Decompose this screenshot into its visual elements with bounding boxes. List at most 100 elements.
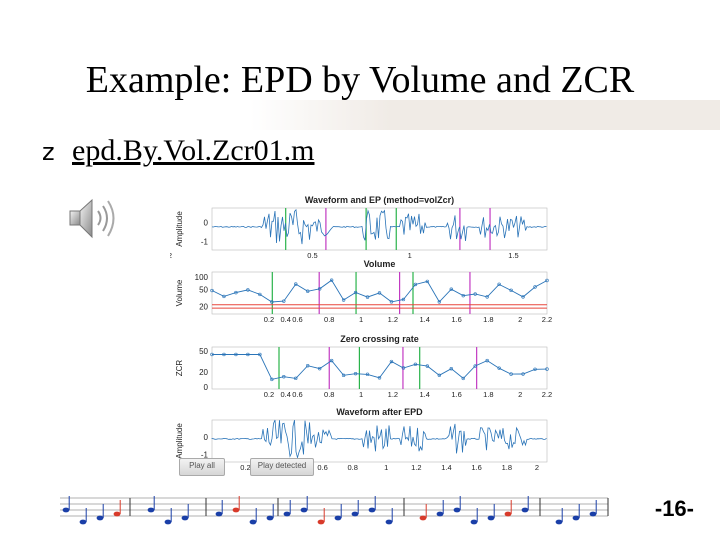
data-point-2-20	[449, 366, 453, 371]
ytick-3-1: -1	[201, 450, 209, 459]
ytick-0-1: -1	[201, 238, 209, 247]
bullet-glyph: z	[42, 138, 55, 166]
xtick-0-2: 1.5	[508, 251, 518, 260]
panel-ylabel-3: Amplitude	[175, 423, 184, 459]
xtick-1-8: 1.8	[483, 315, 493, 324]
xtick-1-9: 2	[518, 315, 522, 324]
note-head-22	[487, 515, 495, 521]
data-point-1-12	[353, 290, 358, 295]
note-head-1	[79, 519, 87, 525]
panel-box-2	[211, 346, 548, 390]
slide-title: Example: EPD by Volume and ZCR	[85, 59, 635, 101]
note-head-19	[436, 511, 444, 517]
matlab-figure: Waveform and EP (method=volZcr) Amplitude…	[168, 175, 555, 475]
panel-ylabel-2: ZCR	[175, 360, 184, 377]
data-point-2-23	[485, 358, 489, 363]
note-head-10	[266, 515, 274, 521]
xtick-1-3: 0.8	[324, 315, 334, 324]
data-point-1-0	[210, 288, 214, 293]
data-point-2-24	[497, 366, 501, 370]
series-line-1	[211, 279, 548, 303]
ytick-1-2: 20	[199, 302, 208, 311]
note-head-25	[555, 519, 563, 525]
note-head-4	[147, 507, 155, 513]
figure-canvas: Waveform and EP (method=volZcr) Amplitude…	[168, 195, 552, 472]
xtick-1-0: 0.2	[264, 315, 274, 324]
xtick-1-7: 1.6	[451, 315, 461, 324]
panel-title-2: Zero crossing rate	[340, 334, 419, 344]
title-decoration	[250, 100, 720, 130]
xtick-2-8: 1.8	[483, 390, 493, 399]
data-point-1-27	[533, 285, 537, 289]
note-head-24	[521, 507, 529, 513]
ytick-2-0: 50	[199, 347, 208, 356]
panel-box-3	[211, 419, 548, 463]
xtick-3-5: 1.2	[411, 463, 421, 472]
note-head-11	[283, 511, 291, 517]
xtick-1-5: 1.2	[388, 315, 398, 324]
note-head-6	[181, 515, 189, 521]
panel-title-0: Waveform and EP (method=volZcr)	[305, 195, 454, 205]
note-head-23	[504, 511, 512, 517]
xtick-2-9: 2	[518, 390, 522, 399]
xtick-0-3: 2	[170, 251, 172, 260]
data-point-1-19	[437, 300, 442, 304]
data-point-1-7	[294, 282, 298, 286]
xtick-1-4: 1	[359, 315, 363, 324]
note-head-8	[232, 507, 240, 513]
xtick-2-1: 0.4	[280, 390, 290, 399]
data-point-2-10	[329, 358, 334, 363]
data-point-1-24	[497, 282, 501, 287]
xtick-1-6: 1.4	[420, 315, 430, 324]
ytick-2-1: 20	[199, 368, 208, 377]
note-head-2	[96, 515, 104, 521]
note-head-15	[351, 511, 359, 517]
data-point-1-25	[509, 288, 513, 293]
bullet-item: z epd.By.Vol.Zcr01.m	[42, 134, 314, 168]
note-head-18	[419, 515, 427, 521]
data-point-2-22	[473, 364, 477, 368]
note-head-13	[317, 519, 325, 525]
panel-title-1: Volume	[364, 259, 396, 269]
data-point-2-15	[389, 359, 394, 364]
xtick-2-6: 1.4	[420, 390, 430, 399]
xtick-1-2: 0.6	[292, 315, 302, 324]
waveform-0	[211, 208, 547, 245]
note-head-5	[164, 519, 172, 525]
panel-ylabel-1: Volume	[175, 279, 184, 306]
data-point-1-20	[449, 287, 453, 291]
ytick-1-1: 50	[199, 286, 208, 295]
note-head-27	[589, 511, 597, 517]
music-notes-decoration	[56, 488, 616, 533]
note-head-14	[334, 515, 342, 521]
xtick-3-9: 2	[535, 463, 539, 472]
play-all-button[interactable]: Play all	[179, 458, 225, 476]
note-head-12	[300, 507, 308, 513]
xtick-2-7: 1.6	[451, 390, 461, 399]
note-head-7	[215, 511, 223, 517]
script-link[interactable]: epd.By.Vol.Zcr01.m	[72, 134, 315, 167]
data-point-2-21	[461, 376, 465, 381]
xtick-1-10: 2.2	[542, 315, 552, 324]
xtick-0-1: 1	[408, 251, 412, 260]
waveform-3	[211, 419, 547, 460]
xtick-2-10: 2.2	[542, 390, 552, 399]
data-point-1-4	[258, 292, 262, 297]
page-number: -16-	[654, 496, 694, 521]
note-head-16	[368, 507, 376, 513]
data-point-1-10	[329, 278, 334, 282]
xtick-1-1: 0.4	[280, 315, 290, 324]
speaker-sound-icon[interactable]	[64, 195, 122, 250]
ytick-2-2: 0	[204, 383, 209, 392]
note-head-20	[453, 507, 461, 513]
panel-ylabel-0: Amplitude	[175, 211, 184, 247]
ytick-1-0: 100	[195, 273, 209, 282]
xtick-2-5: 1.2	[388, 390, 398, 399]
xtick-2-0: 0.2	[264, 390, 274, 399]
xtick-0-0: 0.5	[307, 251, 317, 260]
xtick-3-6: 1.4	[441, 463, 451, 472]
data-point-1-13	[365, 295, 370, 299]
note-head-26	[572, 515, 580, 521]
xtick-3-2: 0.6	[317, 463, 327, 472]
play-detected-button[interactable]: Play detected	[250, 458, 314, 476]
